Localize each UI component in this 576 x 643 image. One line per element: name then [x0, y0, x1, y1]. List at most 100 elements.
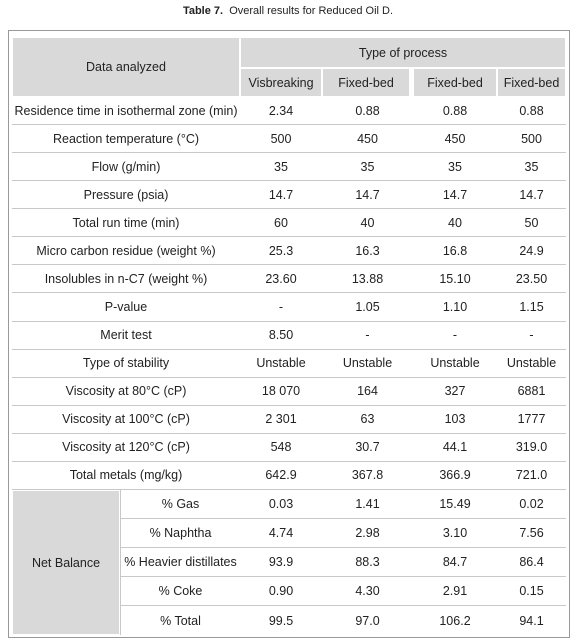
net-row-value: 1.41 — [322, 490, 413, 519]
row-value: 721.0 — [497, 462, 566, 490]
row-value: 14.7 — [497, 181, 566, 210]
row-value: 0.88 — [413, 97, 497, 126]
net-balance-label: Net Balance — [12, 490, 120, 635]
row-value: 40 — [322, 209, 413, 238]
row-value: 14.7 — [413, 181, 497, 210]
row-value: 500 — [497, 125, 566, 154]
row-value: 13.88 — [322, 265, 413, 294]
net-row-value: 4.74 — [240, 519, 322, 548]
row-value: 2.34 — [240, 97, 322, 126]
row-value: 23.60 — [240, 265, 322, 294]
row-value: 44.1 — [413, 434, 497, 462]
net-row-value: 93.9 — [240, 548, 322, 577]
row-label: Flow (g/min) — [12, 153, 240, 182]
row-value: 0.88 — [497, 97, 566, 126]
row-value: 35 — [322, 153, 413, 182]
row-value: 40 — [413, 209, 497, 238]
row-value: 15.10 — [413, 265, 497, 294]
row-value: 2 301 — [240, 406, 322, 434]
header-column: Fixed-bed — [497, 68, 566, 97]
net-row-value: 4.30 — [322, 577, 413, 606]
row-value: Unstable — [497, 350, 566, 378]
header-column: Visbreaking — [240, 68, 322, 97]
row-value: 23.50 — [497, 265, 566, 294]
row-value: 1.10 — [413, 294, 497, 322]
row-value: 1777 — [497, 406, 566, 434]
row-value: 8.50 — [240, 322, 322, 350]
row-label: Merit test — [12, 322, 240, 350]
net-row-value: 99.5 — [268, 613, 294, 628]
row-value: 366.9 — [413, 462, 497, 490]
net-row-label: % Coke — [120, 577, 240, 606]
row-value: 548 — [240, 434, 322, 462]
caption-label: Table 7. — [182, 5, 224, 17]
row-label: Residence time in isothermal zone (min) — [12, 97, 240, 126]
row-label: Micro carbon residue (weight %) — [12, 237, 240, 266]
row-label: Reaction temperature (°C) — [12, 125, 240, 154]
row-value: 500 — [240, 125, 322, 154]
row-value: 16.8 — [413, 237, 497, 266]
row-label: Insolubles in n-C7 (weight %) — [12, 265, 240, 294]
net-row-label: % Naphtha — [120, 519, 240, 548]
net-row-value: 0.15 — [497, 577, 566, 606]
header-process: Type of process — [240, 37, 566, 68]
net-row-value: 84.7 — [413, 548, 497, 577]
net-row-value: 7.56 — [497, 519, 566, 548]
table-frame — [8, 30, 570, 638]
net-row-value: 0.90 — [240, 577, 322, 606]
row-value: 450 — [413, 125, 497, 154]
row-value: - — [413, 322, 497, 350]
header-column: Fixed-bed — [322, 68, 410, 97]
row-value: 60 — [240, 209, 322, 238]
row-label: P-value — [12, 294, 240, 322]
header-column: Fixed-bed — [413, 68, 497, 97]
row-value: 30.7 — [322, 434, 413, 462]
net-row-value: 106.2 — [439, 613, 471, 628]
net-row-value: 15.49 — [413, 490, 497, 519]
row-value: 35 — [497, 153, 566, 182]
net-row-value: 88.3 — [322, 548, 413, 577]
row-value: - — [240, 294, 322, 322]
row-value: 35 — [240, 153, 322, 182]
row-value: Unstable — [413, 350, 497, 378]
row-label: Viscosity at 100°C (cP) — [12, 406, 240, 434]
row-label: Pressure (psia) — [12, 181, 240, 210]
row-value: - — [497, 322, 566, 350]
net-row-label: % Gas — [120, 490, 240, 519]
net-row-value: 94.1 — [519, 613, 544, 628]
row-label: Viscosity at 80°C (cP) — [12, 378, 240, 406]
caption-text: Overall results for Reduced Oil D. — [229, 5, 394, 17]
row-value: 450 — [322, 125, 413, 154]
row-value: 14.7 — [322, 181, 413, 210]
row-value: Unstable — [322, 350, 413, 378]
row-value: 642.9 — [240, 462, 322, 490]
row-value: 50 — [497, 209, 566, 238]
row-value: 25.3 — [240, 237, 322, 266]
row-value: 319.0 — [497, 434, 566, 462]
caption: Table 7. Overall results for Reduced Oil… — [0, 5, 576, 17]
row-value: 18 070 — [240, 378, 322, 406]
row-value: 35 — [413, 153, 497, 182]
net-row-value: 86.4 — [497, 548, 566, 577]
net-row-label: % Total — [120, 606, 240, 635]
net-row-label: % Heavier distillates — [120, 548, 240, 577]
row-value: 14.7 — [240, 181, 322, 210]
row-value: - — [322, 322, 413, 350]
net-row-value: 3.10 — [413, 519, 497, 548]
row-value: 0.88 — [322, 97, 413, 126]
row-value: 6881 — [497, 378, 566, 406]
row-value: 24.9 — [497, 237, 566, 266]
row-label: Total metals (mg/kg) — [12, 462, 240, 490]
row-value: 164 — [322, 378, 413, 406]
row-value: 1.05 — [322, 294, 413, 322]
net-row-value: 97.0 — [355, 613, 380, 628]
row-value: 327 — [413, 378, 497, 406]
net-row-value: 2.91 — [413, 577, 497, 606]
row-value: Unstable — [240, 350, 322, 378]
net-row-value: 0.03 — [240, 490, 322, 519]
net-row-value: 2.98 — [322, 519, 413, 548]
row-label: Type of stability — [12, 350, 240, 378]
row-value: 16.3 — [322, 237, 413, 266]
net-row-value: 0.02 — [497, 490, 566, 519]
